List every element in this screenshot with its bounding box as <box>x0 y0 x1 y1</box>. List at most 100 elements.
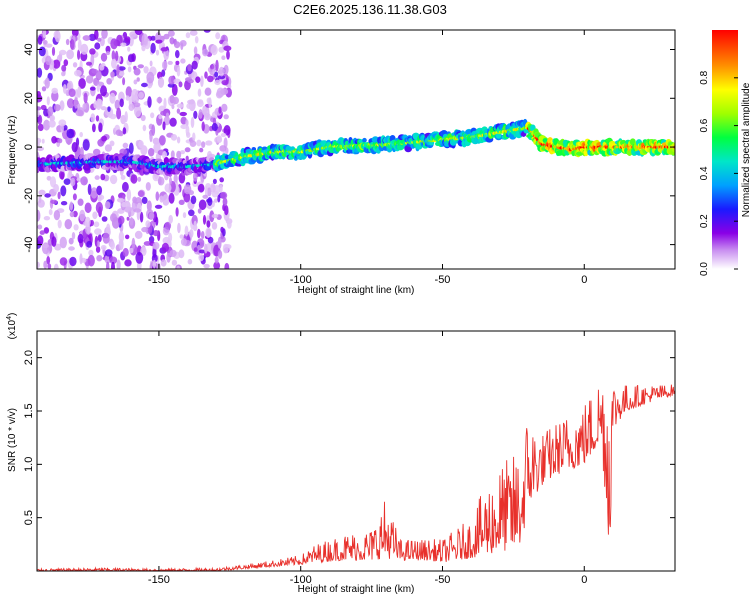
noise-blob <box>202 194 209 199</box>
noise-blob <box>206 220 211 228</box>
noise-blob <box>151 254 158 263</box>
y-tick-label: 0.5 <box>23 510 35 525</box>
noise-blob <box>118 71 125 77</box>
noise-blob <box>127 66 132 73</box>
noise-blob <box>210 44 218 56</box>
noise-blob <box>45 43 53 48</box>
noise-blob <box>154 204 163 209</box>
noise-blob <box>214 198 218 203</box>
noise-blob <box>204 186 208 198</box>
noise-blob <box>125 86 132 98</box>
noise-blob <box>41 86 47 92</box>
noise-blob <box>106 261 110 269</box>
noise-blob <box>220 191 228 199</box>
noise-blob <box>96 240 100 248</box>
noise-blob <box>37 146 44 152</box>
colorbar-label: Normalized spectral amplitude <box>741 82 750 217</box>
noise-blob <box>170 134 178 141</box>
noise-blob <box>134 230 143 239</box>
noise-blob <box>95 201 103 214</box>
colorbar-ticks: 0.0 0.2 0.4 0.6 0.8 <box>699 70 738 276</box>
noise-blob <box>159 135 166 146</box>
noise-blob <box>141 44 146 52</box>
noise-blob <box>90 113 96 123</box>
noise-blob <box>43 227 50 234</box>
noise-blob <box>120 175 126 180</box>
noise-blob <box>223 45 232 52</box>
noise-blob <box>63 59 69 67</box>
noise-blob <box>97 196 102 202</box>
noise-blob <box>93 221 100 228</box>
noise-blob <box>41 243 49 249</box>
noise-blob <box>219 177 224 183</box>
noise-blob <box>222 197 228 207</box>
noise-blob <box>157 176 165 186</box>
noise-blob <box>51 236 57 247</box>
noise-blob <box>217 75 226 80</box>
noise-blob <box>217 238 222 249</box>
noise-blob <box>82 139 90 151</box>
noise-blob <box>124 259 132 267</box>
noise-blob <box>172 96 179 105</box>
noise-blob <box>66 98 75 109</box>
noise-blob <box>148 236 155 243</box>
noise-blob <box>176 150 182 159</box>
noise-blob <box>190 117 195 128</box>
noise-blob <box>182 212 187 219</box>
noise-blob <box>43 260 48 269</box>
noise-blob <box>163 97 167 110</box>
snr-y-multiplier-close: ) <box>7 313 18 316</box>
noise-blob <box>70 177 76 187</box>
noise-blob <box>197 228 201 239</box>
noise-blob <box>162 121 166 131</box>
noise-blob <box>198 254 204 262</box>
noise-blob <box>198 109 203 119</box>
noise-blob <box>37 235 44 246</box>
y-tick-label: 1.0 <box>23 457 35 472</box>
noise-blob <box>178 249 185 259</box>
noise-blob <box>37 224 43 230</box>
noise-blob <box>192 132 196 141</box>
noise-blob <box>122 181 129 193</box>
noise-blob <box>92 123 96 133</box>
noise-blob <box>92 211 98 220</box>
noise-blob <box>179 234 184 239</box>
noise-blob <box>79 253 83 265</box>
noise-blob <box>77 198 84 206</box>
noise-blob <box>150 35 156 41</box>
noise-blob <box>131 237 136 250</box>
noise-blob <box>96 84 100 92</box>
noise-blob <box>57 191 61 200</box>
noise-blob <box>99 64 105 71</box>
noise-blob <box>53 210 61 221</box>
noise-blob <box>105 51 110 56</box>
noise-blob <box>97 37 102 42</box>
noise-blob <box>175 50 180 59</box>
noise-blob <box>156 97 163 104</box>
noise-blob <box>117 215 125 225</box>
noise-blob <box>38 195 42 204</box>
noise-blob <box>128 103 135 111</box>
noise-blob <box>51 87 58 94</box>
noise-blob <box>60 185 67 197</box>
noise-blob <box>93 148 101 156</box>
noise-blob <box>127 46 131 52</box>
noise-blob <box>61 71 66 77</box>
noise-blob <box>168 192 175 204</box>
noise-blob <box>54 104 61 112</box>
noise-blob <box>220 226 224 233</box>
noise-blob <box>110 241 115 250</box>
noise-blob <box>39 230 45 235</box>
noise-blob <box>71 142 78 153</box>
noise-blob <box>152 259 156 269</box>
noise-blob <box>164 183 172 193</box>
noise-blob <box>180 42 184 50</box>
noise-blob <box>162 60 168 70</box>
x-tick-label: 0 <box>581 274 587 286</box>
noise-blob <box>117 197 125 203</box>
noise-blob <box>176 265 181 269</box>
noise-blob <box>98 122 103 133</box>
noise-blob <box>97 98 103 109</box>
noise-blob <box>211 222 218 230</box>
noise-blob <box>68 246 75 251</box>
